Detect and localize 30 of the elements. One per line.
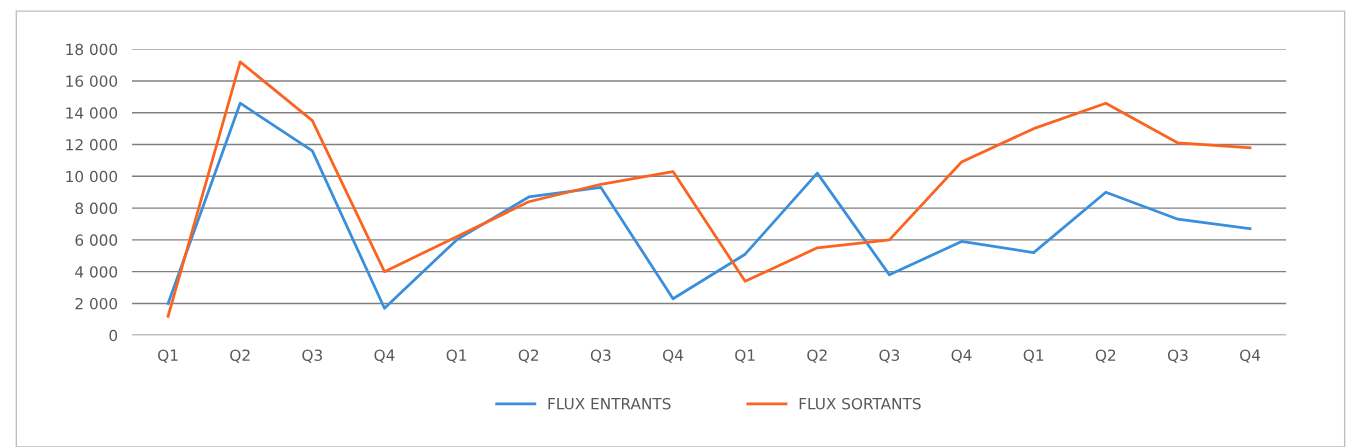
x-tick-label: Q4 xyxy=(951,349,972,363)
x-tick-label: Q2 xyxy=(230,349,250,363)
line-series xyxy=(166,101,1252,310)
y-tick-label: 6 000 xyxy=(75,234,118,246)
x-tick-label: Q3 xyxy=(1167,349,1188,363)
line-series xyxy=(166,60,1252,318)
x-tick-label: Q1 xyxy=(446,349,467,363)
y-tick-label: 2 000 xyxy=(75,297,118,310)
y-tick-label: 12 000 xyxy=(66,139,118,151)
y-tick-label: 10 000 xyxy=(66,170,118,183)
x-tick-label: Q2 xyxy=(1095,349,1116,363)
legend-label: FLUX SORTANTS xyxy=(799,397,921,410)
y-tick-label: 18 000 xyxy=(66,43,118,56)
x-tick-label: Q3 xyxy=(879,349,900,363)
y-tick-label: 14 000 xyxy=(66,107,118,119)
x-tick-label: Q2 xyxy=(518,349,539,363)
x-tick-label: Q3 xyxy=(590,349,611,363)
y-tick-label: 8 000 xyxy=(75,202,118,215)
x-tick-label: Q1 xyxy=(1023,349,1044,363)
x-tick-label: Q2 xyxy=(807,349,827,363)
x-tick-label: Q4 xyxy=(1240,349,1261,363)
x-tick-label: Q1 xyxy=(735,349,755,363)
y-tick-label: 0 xyxy=(109,329,118,342)
x-tick-label: Q3 xyxy=(302,349,322,363)
x-tick-label: Q1 xyxy=(158,349,178,363)
x-tick-label: Q4 xyxy=(663,349,684,363)
y-tick-label: 16 000 xyxy=(66,75,118,87)
x-tick-label: Q4 xyxy=(374,349,395,363)
y-tick-label: 4 000 xyxy=(75,266,118,278)
legend-label: FLUX ENTRANTS xyxy=(548,397,671,410)
